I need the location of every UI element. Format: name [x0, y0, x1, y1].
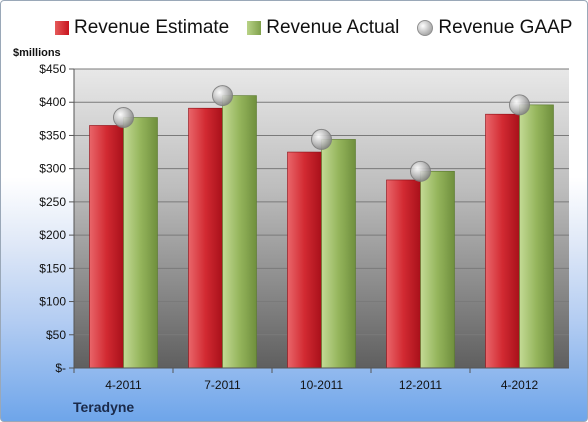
y-tick-label: $150 — [39, 261, 66, 275]
bar-revenue-actual — [222, 95, 257, 369]
x-tick-label: 7-2011 — [204, 378, 241, 392]
bars — [89, 95, 554, 369]
legend-label-actual: Revenue Actual — [266, 17, 400, 38]
legend-label-estimate: Revenue Estimate — [74, 17, 230, 38]
legend-label-gaap: Revenue GAAP — [438, 17, 573, 38]
y-tick-label: $- — [55, 361, 66, 375]
bar-revenue-actual — [420, 171, 455, 369]
x-tick-label: 10-2011 — [300, 378, 343, 392]
marker-revenue-gaap — [212, 85, 233, 107]
y-axis-units-label: $millions — [13, 47, 61, 59]
y-tick-label: $400 — [39, 95, 66, 109]
company-label: Teradyne — [73, 399, 135, 415]
legend-item-estimate: Revenue Estimate — [55, 17, 229, 39]
y-tick-label: $50 — [46, 328, 66, 342]
legend: Revenue Estimate Revenue Actual Revenue … — [55, 17, 572, 39]
bar-revenue-estimate — [287, 151, 322, 369]
x-tick-label: 4-2012 — [501, 378, 539, 392]
legend-swatch-actual — [247, 21, 262, 35]
bar-revenue-actual — [123, 117, 158, 369]
x-tick-label: 4-2011 — [105, 378, 142, 392]
y-tick-label: $350 — [39, 128, 66, 142]
bar-revenue-actual — [519, 104, 554, 369]
y-tick-label: $250 — [39, 195, 66, 209]
marker-revenue-gaap — [509, 94, 530, 116]
marker-revenue-gaap — [410, 160, 431, 182]
y-tick-label: $450 — [39, 62, 66, 76]
legend-swatch-gaap — [417, 20, 434, 36]
y-tick-label: $200 — [39, 228, 66, 242]
bar-revenue-estimate — [485, 113, 520, 369]
marker-revenue-gaap — [311, 128, 332, 150]
gaap-markers — [113, 85, 530, 182]
bar-revenue-estimate — [386, 179, 421, 369]
bar-revenue-estimate — [188, 107, 223, 369]
legend-item-actual: Revenue Actual — [247, 17, 399, 39]
legend-swatch-estimate — [55, 21, 69, 35]
y-tick-label: $100 — [39, 295, 66, 309]
x-axis-ticks: 4-2011 7-2011 10-2011 12-2011 4-2012 — [73, 367, 569, 392]
x-tick-label: 12-2011 — [399, 378, 442, 392]
legend-item-gaap: Revenue GAAP — [417, 17, 572, 39]
y-axis-ticks: $- $50 $100 $150 $200 $250 $300 $350 $400 $450 — [39, 62, 75, 375]
bar-revenue-estimate — [89, 125, 124, 369]
marker-revenue-gaap — [113, 107, 134, 129]
y-tick-label: $300 — [39, 162, 66, 176]
bar-revenue-actual — [321, 139, 356, 369]
